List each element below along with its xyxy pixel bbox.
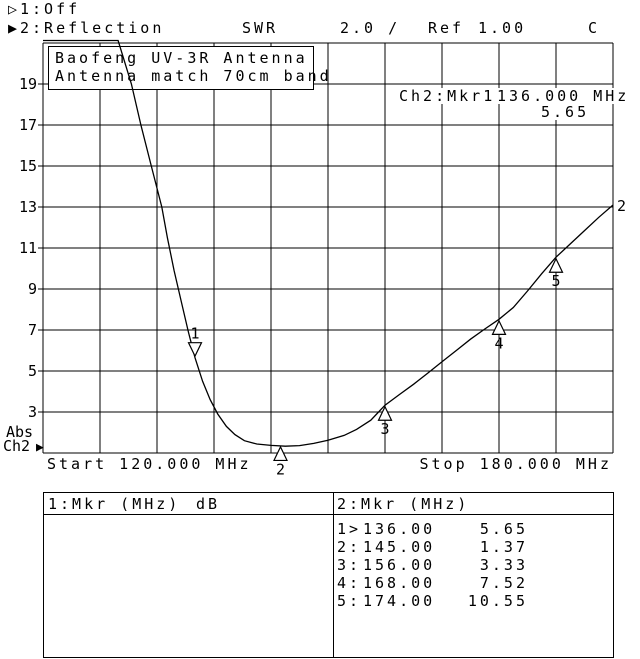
trace-marker: 5 <box>548 257 564 290</box>
abs-label: Abs <box>6 423 34 441</box>
marker-triangle-up-icon <box>491 319 507 335</box>
marker-table-row: 2: 145.00 1.37 <box>337 537 528 556</box>
marker-table-panel-divider <box>333 493 334 657</box>
y-axis-tick-label: 11 <box>18 239 37 257</box>
marker-frequency: 156.00 <box>363 556 436 574</box>
channel1-indicator-icon: ▷ <box>8 0 18 18</box>
marker-number: 3: <box>337 556 362 574</box>
marker-table-row: 4: 168.00 7.52 <box>337 573 528 592</box>
marker-value: 7.52 <box>479 574 528 592</box>
y-axis-tick-label: 17 <box>18 116 37 134</box>
y-axis-tick-label: 3 <box>27 403 37 421</box>
marker-frequency: 174.00 <box>363 592 436 610</box>
marker-value: 3.33 <box>479 556 528 574</box>
marker-frequency: 168.00 <box>363 574 436 592</box>
marker-number-label: 3 <box>380 420 389 438</box>
marker-table-header-divider <box>44 514 613 515</box>
swr-trace: 2 1 2 3 4 5 <box>43 39 626 478</box>
marker-value: 10.55 <box>467 592 528 610</box>
marker-number-label: 2 <box>276 460 285 478</box>
y-axis-tick-label: 13 <box>18 198 37 216</box>
swr-trace-line <box>43 39 614 447</box>
marker-table: 1:Mkr (MHz) dB 2:Mkr (MHz) 1> 136.00 5.65 2… <box>43 492 614 658</box>
channel2-indicator-icon: ▶ <box>8 19 18 37</box>
marker-triangle-up-icon <box>548 257 564 273</box>
marker-table-row: 3: 156.00 3.33 <box>337 555 528 574</box>
scale-per-div: 2.0 / <box>340 19 401 37</box>
marker-table-unit-header: dB <box>196 495 221 513</box>
ref-position-indicator-icon: ▶ <box>36 440 44 455</box>
marker-triangle-down-icon <box>187 342 203 358</box>
title-box: Baofeng UV-3R Antenna Antenna match 70cm… <box>48 46 329 90</box>
marker-number-label: 1 <box>190 325 199 343</box>
y-axis-tick-label: 19 <box>18 75 37 93</box>
marker-number: 1> <box>337 520 362 538</box>
marker-number: 4: <box>337 574 362 592</box>
y-axis-tick-label: 9 <box>27 280 37 298</box>
title-line-1: Baofeng UV-3R Antenna <box>55 49 308 67</box>
trace-number-label: 2 <box>617 197 626 215</box>
marker-triangle-up-icon <box>377 405 393 421</box>
marker-table-left-header: 1:Mkr (MHz) <box>48 495 181 513</box>
marker-number-label: 5 <box>551 272 560 290</box>
channel2-measurement: 2:Reflection <box>20 19 165 37</box>
format-label: SWR <box>242 19 279 37</box>
channel1-status: 1:Off <box>20 0 81 18</box>
trace-marker: 2 <box>273 445 288 478</box>
marker-table-row: 5: 174.00 10.55 <box>337 591 528 610</box>
ref-label: Ref <box>428 19 465 37</box>
trace-marker: 4 <box>491 319 507 352</box>
graticule <box>38 42 614 454</box>
marker-number-label: 4 <box>494 334 503 352</box>
trace-marker: 3 <box>377 405 393 438</box>
marker-triangle-up-icon <box>273 445 288 462</box>
marker-table-row: 1> 136.00 5.65 <box>337 519 528 538</box>
y-axis-tick-label: 15 <box>18 157 37 175</box>
marker-value: 1.37 <box>479 538 528 556</box>
marker-readout-source: Ch2:Mkr1 <box>399 87 496 105</box>
cal-status: C <box>588 19 601 37</box>
marker-table-right-header: 2:Mkr (MHz) <box>337 495 470 513</box>
marker-readout-value: 5.65 <box>541 103 590 121</box>
y-axis-tick-label: 5 <box>27 362 37 380</box>
marker-number: 2: <box>337 538 362 556</box>
marker-readout-frequency: 136.000 MHz <box>497 87 630 105</box>
trace-marker: 1 <box>187 325 203 358</box>
stop-frequency-label: Stop 180.000 MHz <box>419 455 612 473</box>
marker-frequency: 145.00 <box>363 538 436 556</box>
marker-number: 5: <box>337 592 362 610</box>
start-frequency-label: Start 120.000 MHz <box>47 455 252 473</box>
channel2-axis-label: Ch2 <box>3 437 31 455</box>
y-axis-tick-label: 7 <box>27 321 37 339</box>
marker-frequency: 136.00 <box>363 520 436 538</box>
marker-value: 5.65 <box>479 520 528 538</box>
ref-value: 1.00 <box>478 19 527 37</box>
